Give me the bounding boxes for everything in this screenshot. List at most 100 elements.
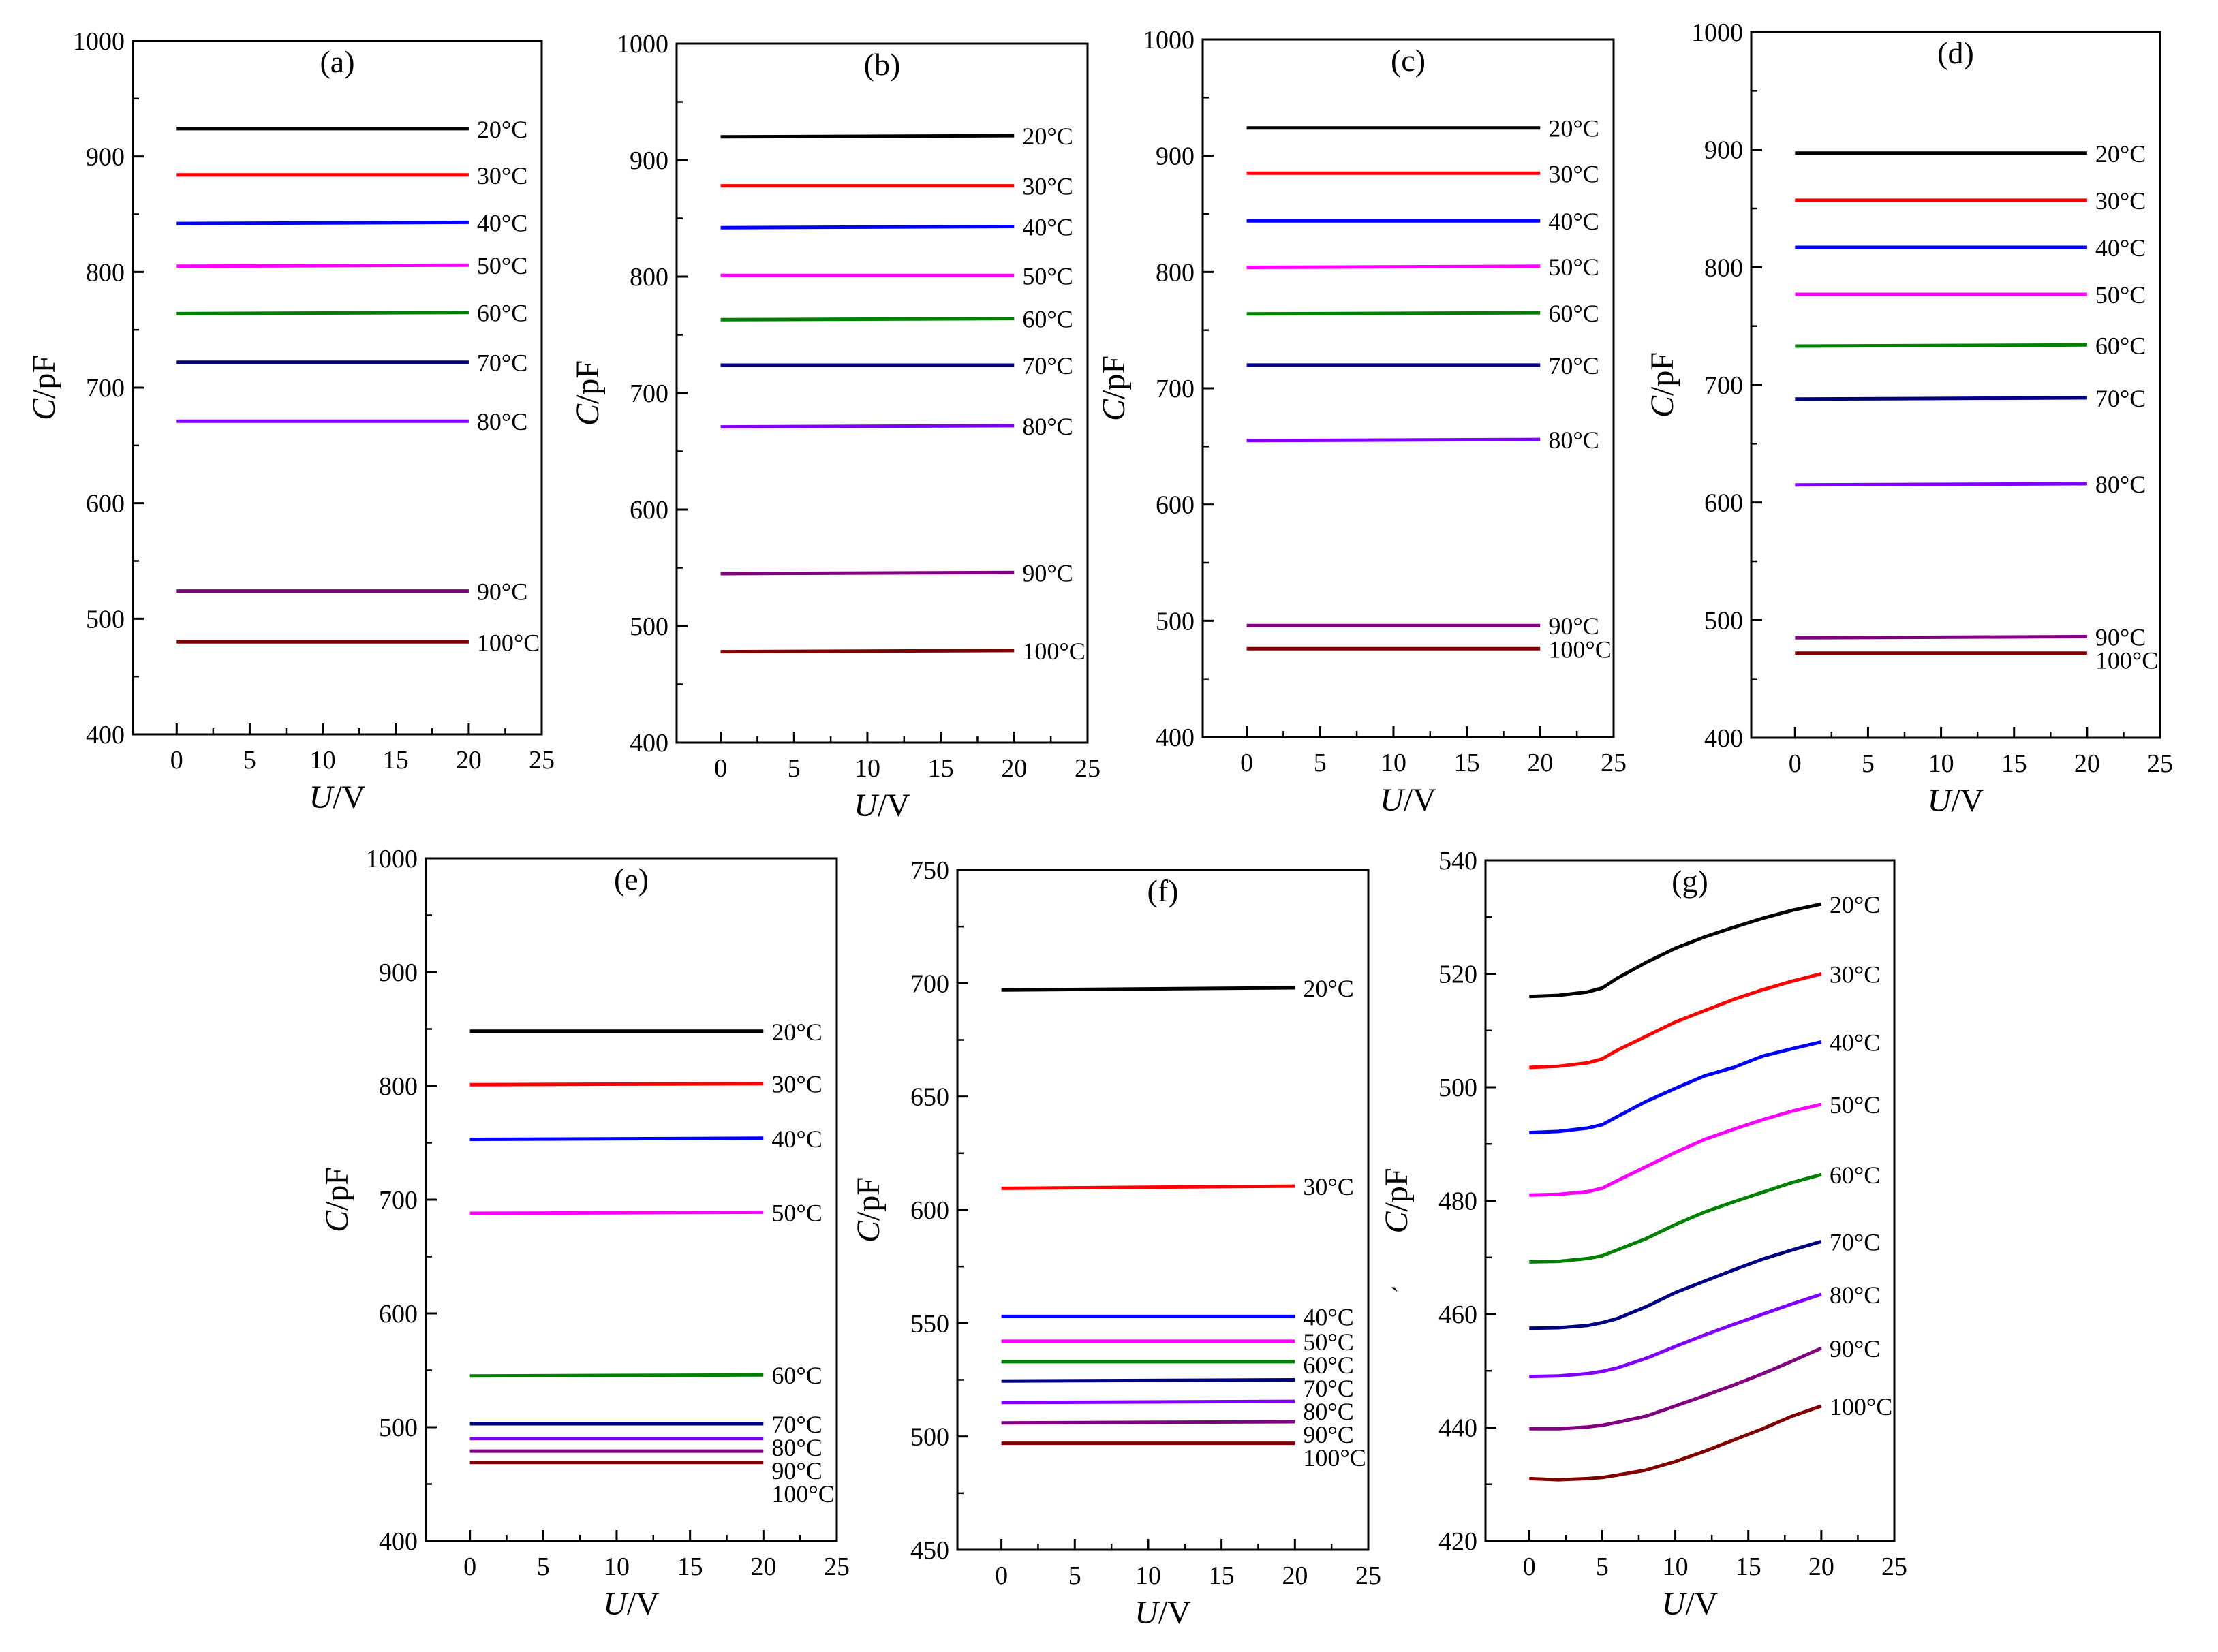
panel-label: (f): [1147, 873, 1179, 908]
series-label: 80°C: [2095, 471, 2146, 498]
x-tick-label: 15: [1454, 749, 1480, 777]
y-tick-label: 1000: [1691, 18, 1743, 47]
y-tick-label: 800: [379, 1072, 418, 1101]
series-line-70C: [1529, 1239, 1822, 1330]
series-label: 70°C: [1022, 352, 1073, 379]
series-line-50C: [469, 1210, 764, 1215]
x-tick-label: 25: [1601, 749, 1627, 777]
y-tick-label: 800: [86, 258, 125, 287]
series-line-70C: [1795, 396, 2087, 401]
series-label: 60°C: [1830, 1162, 1880, 1189]
x-axis-label: U/V: [1135, 1595, 1191, 1631]
x-tick-label: 0: [995, 1561, 1008, 1590]
series-label: 70°C: [1548, 352, 1599, 379]
y-tick-label: 1000: [617, 30, 668, 59]
series-label: 30°C: [1830, 961, 1880, 988]
x-tick-label: 5: [788, 754, 801, 783]
series-label: 100°C: [477, 629, 540, 656]
panel-c: 400 500 600 700 800 900 1000 0 5 10 15 20 25 U/V C/pF (…: [1096, 26, 1627, 818]
x-axis-label: U/V: [1380, 782, 1436, 818]
x-tick-label: 5: [1596, 1553, 1609, 1581]
x-tick-label: 10: [1381, 749, 1406, 777]
series-line-30C: [469, 1082, 764, 1087]
series-line-80C: [1795, 482, 2087, 487]
y-axis-label: C/pF: [1096, 356, 1132, 421]
panel-a: 400 500 600 700 800 900 1000 0 5 10 15 20 25 U/V C/pF (…: [26, 27, 555, 815]
y-axis-label: C/pF: [26, 355, 62, 420]
y-tick-label: 500: [630, 612, 668, 641]
series-line-30C: [1529, 972, 1822, 1070]
series-label: 40°C: [1548, 208, 1599, 235]
series-label: 50°C: [1548, 253, 1599, 281]
x-tick-label: 25: [1075, 754, 1100, 783]
series-label: 90°C: [1303, 1421, 1353, 1448]
series-label: 30°C: [771, 1071, 822, 1098]
series-label: 40°C: [477, 209, 527, 236]
x-tick-label: 10: [1663, 1553, 1689, 1581]
y-tick-label: 1000: [366, 845, 418, 873]
y-tick-label: 900: [1156, 142, 1195, 171]
x-tick-label: 5: [1314, 749, 1327, 777]
series-label: 30°C: [2095, 187, 2146, 215]
y-axis-label: C/pF: [570, 360, 606, 426]
x-tick-label: 10: [604, 1553, 630, 1581]
panel-label: (d): [1937, 35, 1974, 70]
series-label: 70°C: [1830, 1228, 1880, 1256]
x-tick-label: 10: [1135, 1561, 1161, 1590]
x-tick-label: 0: [714, 754, 727, 783]
series-line-40C: [1529, 1040, 1822, 1135]
series-label: 40°C: [2095, 234, 2146, 262]
series-label: 40°C: [771, 1125, 822, 1153]
y-tick-label: 400: [1156, 723, 1195, 752]
y-tick-label: 600: [379, 1300, 418, 1328]
series-label: 30°C: [477, 162, 527, 189]
series-label: 90°C: [1830, 1335, 1880, 1362]
x-tick-label: 0: [463, 1553, 476, 1581]
x-tick-label: 15: [1209, 1561, 1235, 1590]
x-tick-label: 5: [1068, 1561, 1081, 1590]
series-label: 30°C: [1548, 160, 1599, 187]
x-tick-label: 25: [2147, 749, 2173, 778]
series-label: 60°C: [1548, 300, 1599, 327]
panel-label: (a): [320, 44, 354, 79]
series-line-50C: [1246, 264, 1541, 269]
series-label: 90°C: [2095, 624, 2146, 651]
x-axis-label: U/V: [1928, 783, 1984, 819]
y-tick-label: 400: [86, 721, 125, 749]
series-label: 100°C: [1022, 638, 1085, 665]
y-tick-label: 900: [1704, 136, 1743, 165]
x-axis-label: U/V: [854, 788, 910, 824]
series-label: 90°C: [771, 1457, 822, 1484]
series-label: 20°C: [771, 1018, 822, 1046]
y-axis-label: C/pF: [319, 1167, 355, 1232]
series-label: 100°C: [1303, 1444, 1366, 1471]
series-label: 80°C: [1303, 1398, 1353, 1425]
y-tick-label: 1000: [1143, 26, 1195, 54]
x-tick-label: 10: [1928, 749, 1954, 778]
x-tick-label: 20: [1808, 1553, 1834, 1581]
series-line-30C: [1001, 1184, 1295, 1190]
series-line-80C: [1246, 437, 1541, 443]
series-line-60C: [1795, 343, 2087, 348]
series-label: 100°C: [771, 1480, 834, 1508]
y-tick-label: 420: [1438, 1527, 1477, 1556]
series-label: 70°C: [477, 349, 527, 377]
x-axis-label: U/V: [603, 1586, 660, 1622]
x-tick-label: 15: [383, 746, 409, 775]
y-tick-label: 700: [1156, 375, 1195, 403]
y-axis-label: C/pF: [1644, 352, 1680, 418]
series-label: 20°C: [2095, 140, 2146, 168]
y-tick-label: 600: [1704, 489, 1743, 518]
series-label: 30°C: [1303, 1173, 1353, 1200]
y-tick-label: 500: [1704, 606, 1743, 635]
y-tick-label: 800: [1156, 258, 1195, 287]
series-line-90C: [1001, 1420, 1295, 1425]
x-tick-label: 0: [170, 746, 183, 775]
y-tick-label: 600: [86, 490, 125, 518]
y-tick-label: 900: [86, 143, 125, 172]
y-tick-label: 400: [1704, 724, 1743, 753]
series-label: 70°C: [1303, 1375, 1353, 1402]
x-tick-label: 0: [1789, 749, 1802, 778]
y-tick-label: 700: [379, 1186, 418, 1215]
